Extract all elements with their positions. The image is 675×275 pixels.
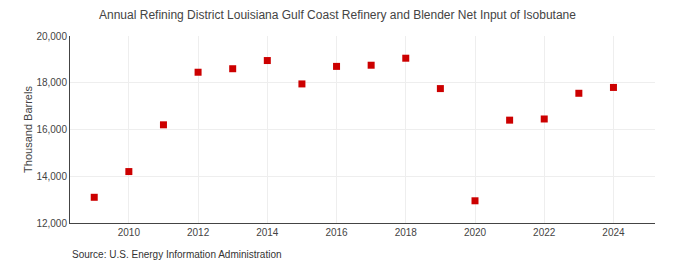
svg-text:12,000: 12,000 (36, 218, 67, 229)
svg-text:Source: U.S. Energy Informatio: Source: U.S. Energy Information Administ… (72, 249, 282, 260)
svg-text:2016: 2016 (325, 227, 348, 238)
svg-text:16,000: 16,000 (36, 124, 67, 135)
svg-text:14,000: 14,000 (36, 171, 67, 182)
svg-text:20,000: 20,000 (36, 31, 67, 42)
svg-text:18,000: 18,000 (36, 77, 67, 88)
svg-text:2022: 2022 (533, 227, 556, 238)
svg-text:2018: 2018 (395, 227, 418, 238)
svg-text:2012: 2012 (187, 227, 210, 238)
svg-text:2020: 2020 (464, 227, 487, 238)
svg-text:2010: 2010 (118, 227, 141, 238)
svg-text:Annual Refining District Louis: Annual Refining District Louisiana Gulf … (99, 8, 576, 22)
svg-text:Thousand Barrels: Thousand Barrels (22, 86, 34, 173)
svg-text:2014: 2014 (256, 227, 279, 238)
svg-text:2024: 2024 (602, 227, 625, 238)
